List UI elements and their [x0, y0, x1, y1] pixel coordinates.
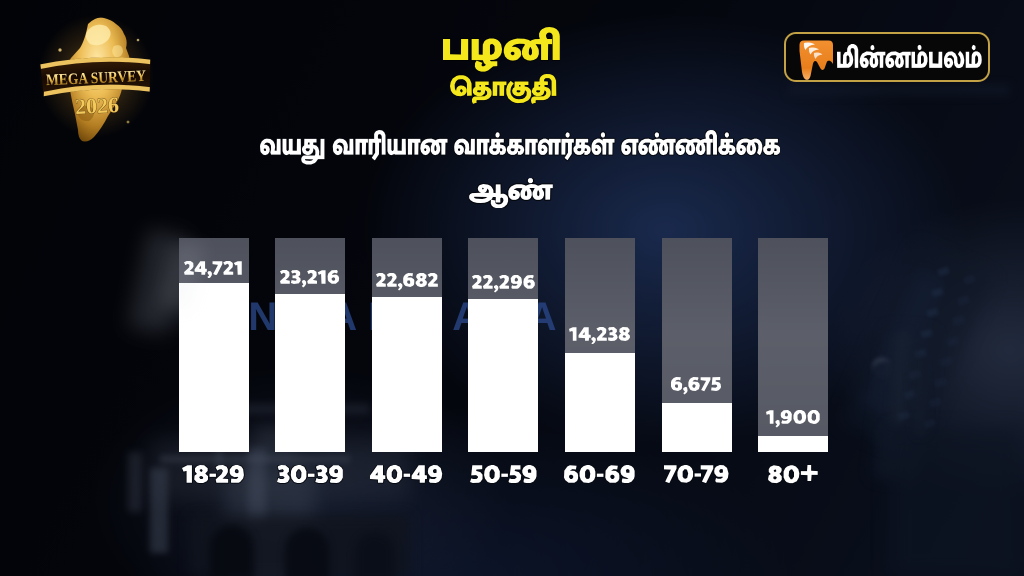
svg-text:MEGA SURVEY: MEGA SURVEY — [46, 68, 147, 89]
svg-text:2026: 2026 — [74, 92, 119, 119]
